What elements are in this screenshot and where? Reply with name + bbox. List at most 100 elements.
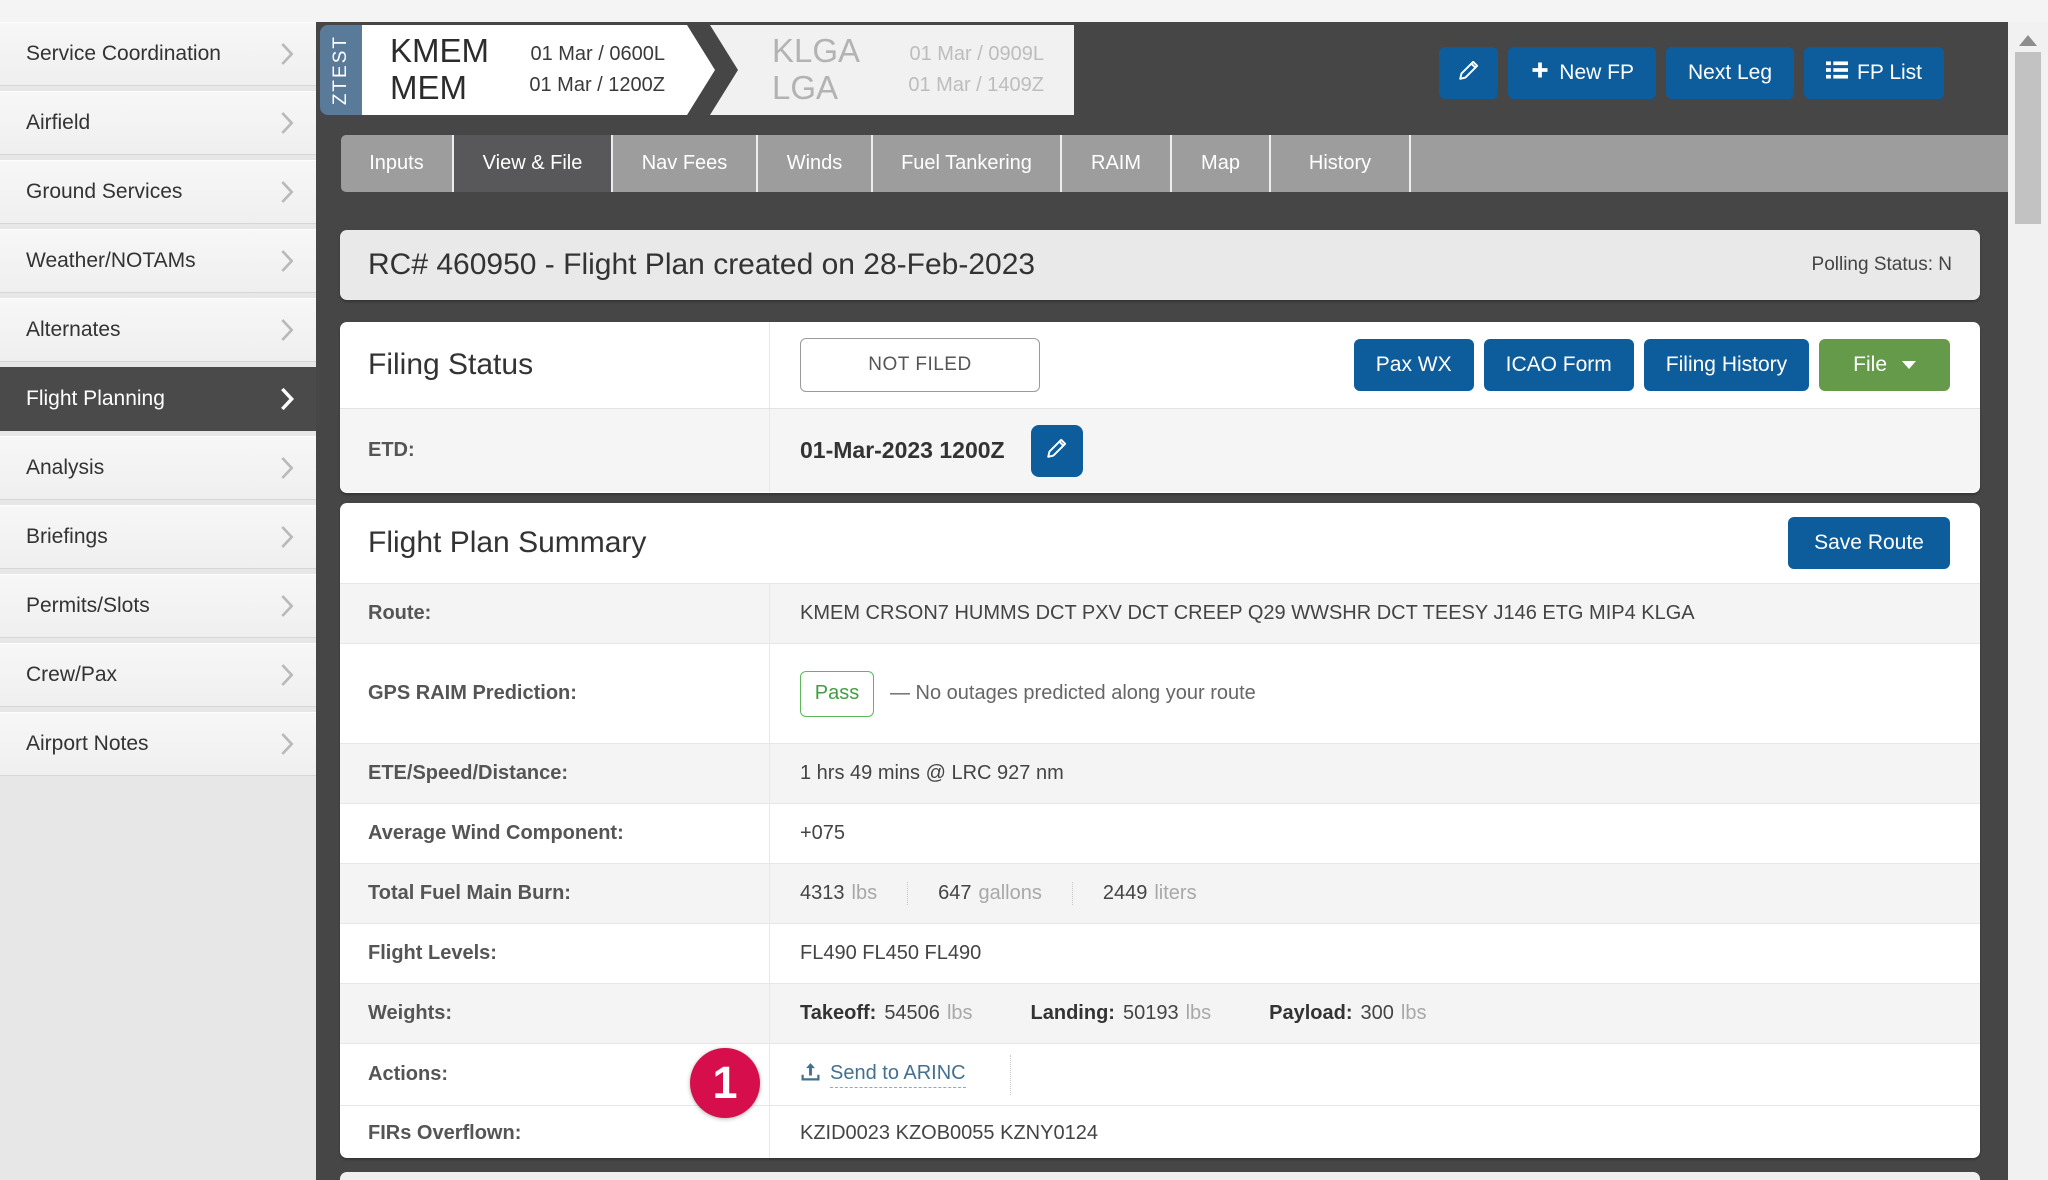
departure-times: 01 Mar / 0600L 01 Mar / 1200Z: [529, 39, 665, 101]
sidebar-item-label: Ground Services: [26, 180, 183, 203]
sidebar-item-label: Weather/NOTAMs: [26, 249, 196, 272]
etd-label: ETD:: [368, 439, 415, 461]
actions-row: Actions: Send to ARINC: [340, 1043, 1980, 1105]
tab-fuel-tankering[interactable]: Fuel Tankering: [873, 135, 1062, 192]
filing-status-card: Filing Status NOT FILED Pax WX ICAO Form…: [340, 322, 1980, 493]
sidebar-item-crew-pax[interactable]: Crew/Pax: [0, 643, 316, 707]
chevron-right-icon: [280, 180, 294, 204]
edit-etd-button[interactable]: [1030, 424, 1083, 477]
wind-row: Average Wind Component: +075: [340, 803, 1980, 863]
route-label: Route:: [340, 584, 770, 643]
fuel-liters-unit: liters: [1154, 882, 1197, 904]
sidebar-item-alternates[interactable]: Alternates: [0, 298, 316, 362]
annotation-badge-1: 1: [690, 1048, 760, 1118]
flight-plan-summary-card: Flight Plan Summary Save Route Route: KM…: [340, 503, 1980, 1158]
pax-wx-label: Pax WX: [1375, 353, 1452, 376]
tab-view-and-file[interactable]: View & File: [454, 135, 613, 192]
wind-value: +075: [800, 822, 846, 844]
tab-history[interactable]: History: [1271, 135, 1411, 192]
sidebar-item-airfield[interactable]: Airfield: [0, 91, 316, 155]
fuel-lbs-value: 4313: [800, 882, 845, 904]
route-value: KMEM CRSON7 HUMMS DCT PXV DCT CREEP Q29 …: [800, 602, 1695, 624]
tab-raim[interactable]: RAIM: [1062, 135, 1172, 192]
filing-status-badge: NOT FILED: [800, 338, 1040, 392]
landing-value: 50193: [1122, 1002, 1179, 1024]
pencil-icon: [1045, 436, 1069, 466]
tab-label: Winds: [786, 152, 843, 174]
chevron-right-icon: [280, 732, 294, 756]
sidebar-item-briefings[interactable]: Briefings: [0, 505, 316, 569]
sidebar-item-label: Flight Planning: [26, 387, 165, 410]
tab-winds[interactable]: Winds: [758, 135, 873, 192]
filing-status-controls: NOT FILED Pax WX ICAO Form Filing Histor…: [770, 322, 1980, 408]
tab-label: Map: [1201, 152, 1240, 174]
filing-buttons: Pax WX ICAO Form Filing History File: [1353, 339, 1950, 391]
fuel-lbs: 4313 lbs: [800, 882, 909, 905]
sidebar-item-ground-services[interactable]: Ground Services: [0, 160, 316, 224]
arrival-airport: KLGA LGA: [772, 32, 860, 107]
ete-label: ETE/Speed/Distance:: [340, 744, 770, 803]
landing-label: Landing:: [1030, 1002, 1115, 1024]
flight-plan-title-bar: RC# 460950 - Flight Plan created on 28-F…: [340, 230, 1980, 300]
takeoff-unit: lbs: [946, 1002, 973, 1024]
filing-status-heading: Filing Status: [368, 348, 534, 381]
filing-history-label: Filing History: [1665, 353, 1788, 376]
fp-list-button[interactable]: FP List: [1804, 47, 1944, 99]
arrival-time-zulu: 01 Mar / 1409Z: [908, 74, 1044, 96]
raim-pass-badge: Pass: [800, 670, 874, 717]
sidebar-item-analysis[interactable]: Analysis: [0, 436, 316, 500]
main-content: ZTEST KMEM MEM 01 Mar / 0600L 01 Mar / 1…: [316, 22, 2008, 1180]
pax-wx-button[interactable]: Pax WX: [1353, 339, 1474, 391]
sidebar-item-permits-slots[interactable]: Permits/Slots: [0, 574, 316, 638]
sidebar-item-label: Service Coordination: [26, 42, 221, 65]
sidebar-item-weather-notams[interactable]: Weather/NOTAMs: [0, 229, 316, 293]
tab-label: Fuel Tankering: [901, 152, 1032, 174]
sidebar-item-label: Airfield: [26, 111, 91, 134]
tab-map[interactable]: Map: [1172, 135, 1271, 192]
fuel-gallons-unit: gallons: [978, 882, 1042, 904]
pencil-icon: [1457, 58, 1481, 88]
scroll-up-arrow-icon[interactable]: [2019, 35, 2037, 46]
actions-divider: [1009, 1054, 1011, 1095]
actions-label: Actions:: [340, 1044, 770, 1105]
chevron-right-icon: [280, 387, 295, 411]
summary-header: Flight Plan Summary Save Route: [340, 503, 1980, 583]
chevron-right-icon: [280, 663, 294, 687]
tab-label: History: [1308, 152, 1372, 174]
weights-label: Weights:: [340, 984, 770, 1043]
summary-heading: Flight Plan Summary: [368, 526, 647, 559]
departure-airport: KMEM MEM: [390, 33, 489, 107]
icao-form-button[interactable]: ICAO Form: [1483, 339, 1634, 391]
departure-leg-panel[interactable]: KMEM MEM 01 Mar / 0600L 01 Mar / 1200Z: [362, 25, 715, 115]
sidebar-item-service-coordination[interactable]: Service Coordination: [0, 22, 316, 86]
tab-bar-filler: [1411, 135, 2008, 192]
file-dropdown-button[interactable]: File: [1819, 339, 1950, 391]
tab-nav-fees[interactable]: Nav Fees: [613, 135, 758, 192]
new-fp-button[interactable]: New FP: [1508, 47, 1656, 99]
next-leg-button[interactable]: Next Leg: [1665, 47, 1795, 99]
departure-time-local: 01 Mar / 0600L: [530, 43, 665, 65]
save-route-label: Save Route: [1814, 531, 1924, 554]
send-to-arinc-link[interactable]: Send to ARINC: [800, 1061, 966, 1088]
scrollbar-thumb[interactable]: [2015, 52, 2041, 224]
chevron-right-icon: [280, 456, 294, 480]
gps-raim-label: GPS RAIM Prediction:: [340, 644, 770, 743]
icao-form-label: ICAO Form: [1505, 353, 1612, 376]
sidebar-item-label: Analysis: [26, 456, 105, 479]
leg-tab-ztest[interactable]: ZTEST: [320, 25, 362, 115]
edit-flight-button[interactable]: [1439, 47, 1499, 99]
tab-inputs[interactable]: Inputs: [341, 135, 454, 192]
chevron-right-icon: [280, 111, 294, 135]
arrival-leg-panel[interactable]: KLGA LGA 01 Mar / 0909L 01 Mar / 1409Z: [710, 25, 1074, 115]
etd-label-cell: ETD:: [340, 409, 770, 492]
sidebar-item-flight-planning[interactable]: Flight Planning: [0, 367, 316, 431]
save-route-button[interactable]: Save Route: [1788, 517, 1950, 569]
tab-bar: Inputs View & File Nav Fees Winds Fuel T…: [341, 135, 2008, 192]
ete-value: 1 hrs 49 mins @ LRC 927 nm: [800, 762, 1064, 784]
sidebar-item-airport-notes[interactable]: Airport Notes: [0, 712, 316, 776]
vertical-scrollbar[interactable]: [2008, 22, 2048, 1180]
filing-history-button[interactable]: Filing History: [1643, 339, 1810, 391]
route-row: Route: KMEM CRSON7 HUMMS DCT PXV DCT CRE…: [340, 583, 1980, 643]
flight-levels-row: Flight Levels: FL490 FL450 FL490: [340, 923, 1980, 983]
